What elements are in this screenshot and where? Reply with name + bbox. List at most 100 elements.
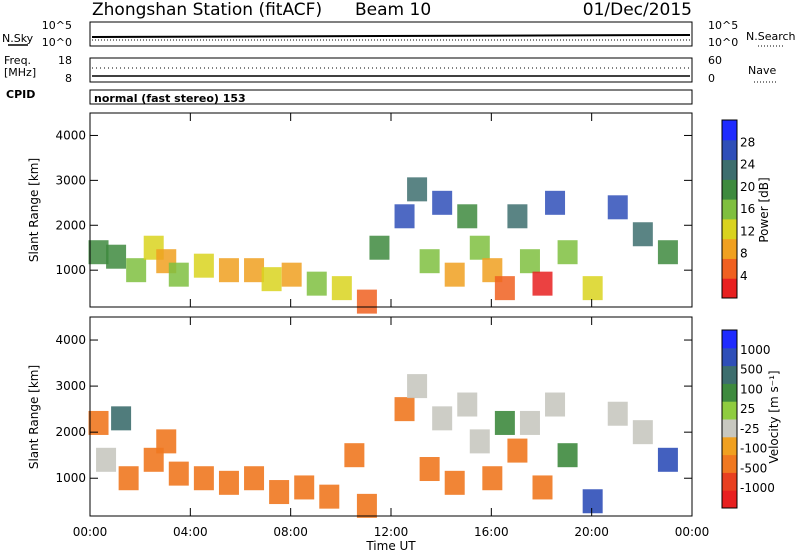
velocity-colorbar-tick-5: -100 bbox=[740, 442, 767, 456]
freq-label-line1: Freq. bbox=[4, 54, 31, 67]
velocity-cell-17 bbox=[419, 457, 440, 482]
velocity-colorbar-swatch-7 bbox=[722, 365, 737, 384]
velocity-colorbar-swatch-4 bbox=[722, 419, 737, 438]
velocity-cell-7 bbox=[193, 466, 214, 491]
power-cell-10 bbox=[281, 262, 302, 287]
nave-top-tick: 60 bbox=[708, 54, 722, 67]
velocity-ytick-label-3: 4000 bbox=[55, 333, 86, 347]
velocity-colorbar: 1000 500 100 25 -25 -100 -500 -1000 bbox=[721, 329, 775, 509]
freq-bottom-tick: 8 bbox=[65, 72, 72, 85]
velocity-colorbar-swatch-5 bbox=[722, 401, 737, 420]
velocity-colorbar-swatch-8 bbox=[722, 347, 737, 367]
velocity-cell-15 bbox=[394, 397, 415, 422]
nsky-top-tick: 10^5 bbox=[42, 19, 72, 32]
velocity-colorbar-label: Velocity [m s⁻¹] bbox=[767, 370, 781, 463]
velocity-colorbar-frame bbox=[721, 329, 738, 509]
velocity-colorbar-swatch-1 bbox=[722, 472, 737, 491]
velocity-cell-19 bbox=[444, 470, 465, 495]
velocity-cell-18 bbox=[432, 406, 453, 431]
velocity-cell-16 bbox=[407, 374, 428, 399]
velocity-cell-27 bbox=[545, 392, 566, 417]
velocity-cell-24 bbox=[507, 438, 528, 463]
power-cell-27 bbox=[545, 190, 566, 215]
power-cell-21 bbox=[469, 235, 490, 260]
power-cell-8 bbox=[244, 258, 265, 283]
velocity-colorbar-swatch-9 bbox=[722, 330, 737, 349]
cpid-mode: normal (fast stereo) 153 bbox=[94, 92, 246, 105]
velocity-colorbar-tick-7: -1000 bbox=[740, 481, 775, 495]
power-cell-14 bbox=[369, 235, 390, 260]
velocity-cell-9 bbox=[244, 466, 265, 491]
velocity-cell-20 bbox=[457, 392, 478, 417]
nave-label: Nave bbox=[748, 64, 776, 77]
power-colorbar-swatch-0 bbox=[722, 278, 737, 299]
power-cell-18 bbox=[432, 190, 453, 215]
velocity-cell-29 bbox=[582, 489, 603, 514]
cpid-strip bbox=[89, 89, 693, 105]
velocity-cell-21 bbox=[469, 429, 490, 454]
power-ytick-label-1: 2000 bbox=[55, 218, 86, 232]
power-colorbar-label: Power [dB] bbox=[757, 177, 771, 242]
velocity-ytick-label-1: 2000 bbox=[55, 425, 86, 439]
velocity-ytick-label-2: 3000 bbox=[55, 379, 86, 393]
freq-label-line2: [MHz] bbox=[4, 66, 36, 79]
velocity-colorbar-tick-2: 100 bbox=[740, 382, 763, 396]
velocity-ylabel: Slant Range [km] bbox=[27, 365, 41, 469]
nsky-strip bbox=[89, 21, 693, 47]
power-ytick-label-0: 1000 bbox=[55, 263, 86, 277]
power-cell-30 bbox=[607, 195, 628, 220]
xtick-label-5: 20:00 bbox=[574, 525, 609, 539]
velocity-cell-30 bbox=[607, 401, 628, 426]
power-cell-31 bbox=[632, 222, 653, 247]
velocity-colorbar-tick-4: -25 bbox=[740, 422, 760, 436]
xtick-label-3: 12:00 bbox=[374, 525, 409, 539]
velocity-cell-6 bbox=[168, 461, 189, 486]
velocity-cell-5 bbox=[156, 429, 177, 454]
station-title: Zhongshan Station (fitACF) bbox=[92, 0, 322, 20]
date-label: 01/Dec/2015 bbox=[583, 0, 692, 20]
velocity-cell-22 bbox=[482, 466, 503, 491]
power-colorbar-tick-2: 20 bbox=[740, 180, 755, 194]
nsearch-label: N.Search bbox=[746, 30, 796, 43]
nsky-trace bbox=[91, 34, 691, 38]
power-colorbar-swatch-2 bbox=[722, 238, 737, 259]
power-cell-13 bbox=[356, 289, 377, 314]
power-colorbar-swatch-3 bbox=[722, 218, 737, 240]
velocity-panel-frame bbox=[89, 316, 693, 517]
xaxis-label: Time UT bbox=[365, 539, 416, 553]
power-cell-20 bbox=[457, 204, 478, 229]
power-cell-5 bbox=[168, 262, 189, 287]
velocity-cell-1 bbox=[96, 447, 117, 472]
xtick-label-1: 04:00 bbox=[173, 525, 208, 539]
velocity-cell-4 bbox=[143, 447, 164, 472]
velocity-colorbar-swatch-6 bbox=[722, 383, 737, 402]
velocity-colorbar-swatch-3 bbox=[722, 436, 737, 456]
velocity-colorbar-tick-6: -500 bbox=[740, 461, 767, 475]
nave-bottom-tick: 0 bbox=[708, 72, 715, 85]
power-cell-1 bbox=[106, 244, 127, 269]
freq-strip bbox=[89, 57, 693, 83]
power-cell-6 bbox=[193, 253, 214, 278]
power-colorbar-swatch-1 bbox=[722, 258, 737, 279]
power-colorbar-frame bbox=[721, 119, 738, 299]
power-cell-16 bbox=[407, 177, 428, 202]
cpid-label: CPID bbox=[6, 88, 35, 101]
velocity-cell-28 bbox=[557, 443, 578, 468]
power-cell-25 bbox=[519, 249, 540, 274]
power-colorbar-tick-4: 12 bbox=[740, 224, 755, 238]
nsky-bottom-tick: 10^0 bbox=[42, 36, 72, 49]
velocity-cell-3 bbox=[118, 466, 139, 491]
power-colorbar-swatch-4 bbox=[722, 199, 737, 220]
power-colorbar-swatch-8 bbox=[722, 120, 737, 141]
xtick-label-2: 08:00 bbox=[273, 525, 308, 539]
power-cell-12 bbox=[331, 276, 352, 301]
velocity-cell-25 bbox=[519, 410, 540, 435]
nsky-label: N.Sky bbox=[2, 32, 34, 45]
velocity-cell-23 bbox=[494, 410, 515, 435]
power-cell-23 bbox=[494, 276, 515, 301]
velocity-colorbar-swatch-0 bbox=[722, 490, 737, 509]
power-colorbar-tick-3: 16 bbox=[740, 202, 755, 216]
power-cell-17 bbox=[419, 249, 440, 274]
velocity-cell-2 bbox=[111, 406, 132, 431]
